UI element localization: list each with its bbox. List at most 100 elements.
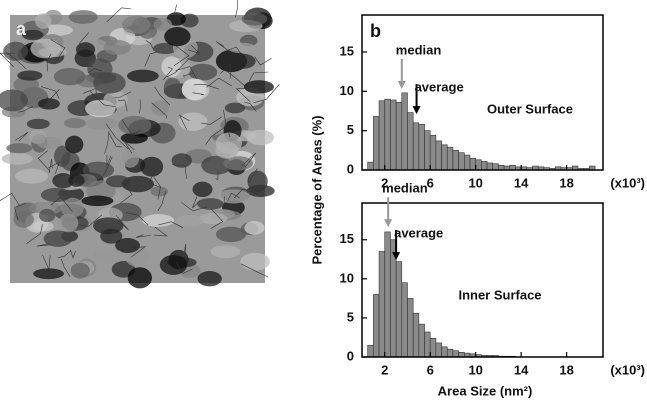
panel-label: b <box>370 21 381 41</box>
grain-boundary <box>139 99 141 114</box>
grain-boundary <box>244 101 257 112</box>
annotation-label: median <box>396 42 442 57</box>
grain <box>63 117 86 129</box>
grain <box>70 262 90 279</box>
grain-boundary <box>42 254 51 270</box>
grain-boundary <box>248 168 258 184</box>
grain-boundary <box>78 32 90 44</box>
grain <box>43 230 73 247</box>
grain-boundary <box>223 196 235 212</box>
grain <box>22 29 44 41</box>
grain-boundary <box>135 234 151 238</box>
grain-boundary <box>36 243 51 247</box>
grain-boundary <box>60 258 71 277</box>
grain <box>150 186 169 197</box>
bar <box>446 146 454 171</box>
grain <box>85 117 118 130</box>
grain-boundary <box>107 131 122 148</box>
grain-boundary <box>235 0 239 18</box>
grain <box>82 161 115 179</box>
grain-boundary <box>205 126 226 145</box>
grain-boundary <box>130 246 147 258</box>
grain <box>127 267 152 289</box>
grain-boundary <box>188 44 200 54</box>
grain-boundary <box>46 89 60 101</box>
grain <box>68 10 98 24</box>
y-tick-label: 15 <box>340 43 354 58</box>
grain <box>58 213 79 233</box>
grain-boundary <box>184 244 187 256</box>
plot-frame <box>361 14 604 171</box>
bar <box>418 124 425 171</box>
grain <box>171 153 192 168</box>
bar <box>424 130 431 171</box>
grain-boundary <box>201 116 222 125</box>
bar <box>481 161 488 171</box>
grain <box>37 98 60 110</box>
grain-boundary <box>37 150 51 172</box>
grain <box>247 170 268 193</box>
y-tick-label: 0 <box>347 161 354 176</box>
annotation-label: average <box>394 226 443 241</box>
x-tick-label: 18 <box>559 362 573 377</box>
grain <box>163 77 182 99</box>
grain-boundary <box>241 152 256 168</box>
grain <box>28 201 63 215</box>
bar <box>475 159 482 171</box>
bar <box>395 102 403 171</box>
grain-boundary <box>148 170 161 188</box>
y-axis-label: Percentage of Areas (%) <box>309 115 324 264</box>
grain-boundary <box>173 44 190 66</box>
bar <box>384 98 391 171</box>
bar <box>418 323 425 358</box>
grain-boundary <box>18 106 34 113</box>
grain-boundary <box>221 46 243 57</box>
grain <box>15 168 49 184</box>
x-tick-label: 18 <box>559 175 573 190</box>
annotation-label: median <box>382 181 428 196</box>
grain <box>36 136 63 149</box>
grain-boundary <box>192 92 205 95</box>
grain <box>103 39 131 55</box>
y-tick-label: 10 <box>340 270 354 285</box>
arrow-head <box>397 80 406 89</box>
bar <box>435 342 442 358</box>
grain <box>164 27 191 47</box>
grain <box>93 217 124 235</box>
grain-boundary <box>40 86 60 99</box>
grain <box>6 143 33 154</box>
grain-boundary <box>115 215 129 231</box>
grain-boundary <box>223 109 231 138</box>
grain-boundary <box>26 224 43 245</box>
grain-boundary <box>50 39 66 62</box>
bar <box>378 251 386 358</box>
grain-boundary <box>125 212 149 226</box>
x-axis-label: Area Size (nm²) <box>438 383 533 398</box>
grain-boundary <box>82 87 97 95</box>
y-tick-label: 0 <box>347 348 354 363</box>
grain-boundary <box>46 53 52 72</box>
grain-boundary <box>166 59 189 78</box>
bar <box>367 344 374 358</box>
arrow-head <box>384 219 393 228</box>
x-tick-label: 6 <box>427 362 434 377</box>
grain <box>230 53 256 69</box>
grain-boundary <box>248 71 269 82</box>
grain-boundary <box>227 192 240 202</box>
grain <box>0 89 28 112</box>
x-tick-label: 6 <box>427 175 434 190</box>
grain <box>13 76 40 93</box>
grain <box>240 252 270 271</box>
grain <box>60 197 84 218</box>
grain-boundary <box>121 119 141 135</box>
grain <box>103 91 128 108</box>
x-tick-label: 14 <box>514 175 529 190</box>
grain <box>115 238 141 254</box>
y-tick-label: 10 <box>340 83 354 98</box>
grain <box>54 145 71 168</box>
grain <box>120 132 148 144</box>
grain <box>217 189 251 204</box>
bar <box>401 282 408 358</box>
y-tick-label: 5 <box>347 122 354 137</box>
